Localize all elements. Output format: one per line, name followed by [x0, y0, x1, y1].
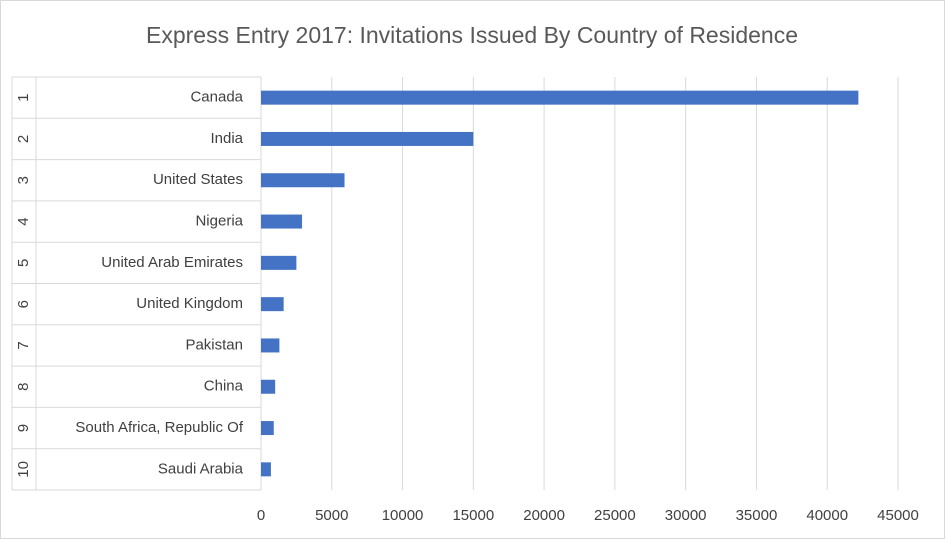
bar	[261, 173, 345, 188]
y-tick-label: United Kingdom	[136, 295, 243, 312]
bar	[261, 379, 276, 394]
chart-title: Express Entry 2017: Invitations Issued B…	[146, 22, 798, 48]
rank-label: 5	[15, 259, 32, 267]
bar	[261, 255, 297, 270]
rank-label: 2	[15, 135, 32, 143]
y-tick-label: United States	[153, 171, 243, 188]
rank-label: 3	[15, 176, 32, 184]
rank-label: 6	[15, 300, 32, 308]
x-tick-label: 25000	[594, 507, 636, 524]
x-tick-label: 30000	[665, 507, 707, 524]
rank-label: 1	[15, 93, 32, 101]
x-tick-label: 45000	[877, 507, 919, 524]
rank-label: 10	[15, 461, 32, 478]
x-tick-label: 20000	[523, 507, 565, 524]
rank-label: 9	[15, 424, 32, 432]
x-tick-label: 5000	[315, 507, 348, 524]
rank-label: 7	[15, 341, 32, 349]
y-tick-label: Pakistan	[185, 336, 243, 353]
rank-label: 8	[15, 383, 32, 391]
bar	[261, 214, 303, 229]
bar	[261, 131, 474, 146]
y-tick-label: Canada	[190, 89, 243, 106]
bar	[261, 90, 859, 105]
bar	[261, 297, 284, 312]
x-tick-label: 10000	[382, 507, 424, 524]
bar	[261, 462, 271, 477]
y-tick-label: Nigeria	[195, 213, 243, 230]
bar	[261, 421, 274, 436]
y-tick-label: South Africa, Republic Of	[75, 419, 243, 436]
x-tick-label: 35000	[736, 507, 778, 524]
x-tick-label: 0	[257, 507, 265, 524]
y-tick-label: Saudi Arabia	[158, 460, 244, 477]
y-tick-label: China	[204, 378, 244, 395]
y-tick-label: United Arab Emirates	[101, 254, 243, 271]
bar	[261, 338, 280, 353]
rank-label: 4	[15, 217, 32, 225]
y-tick-label: India	[210, 130, 243, 147]
x-tick-label: 15000	[452, 507, 494, 524]
x-tick-label: 40000	[806, 507, 848, 524]
